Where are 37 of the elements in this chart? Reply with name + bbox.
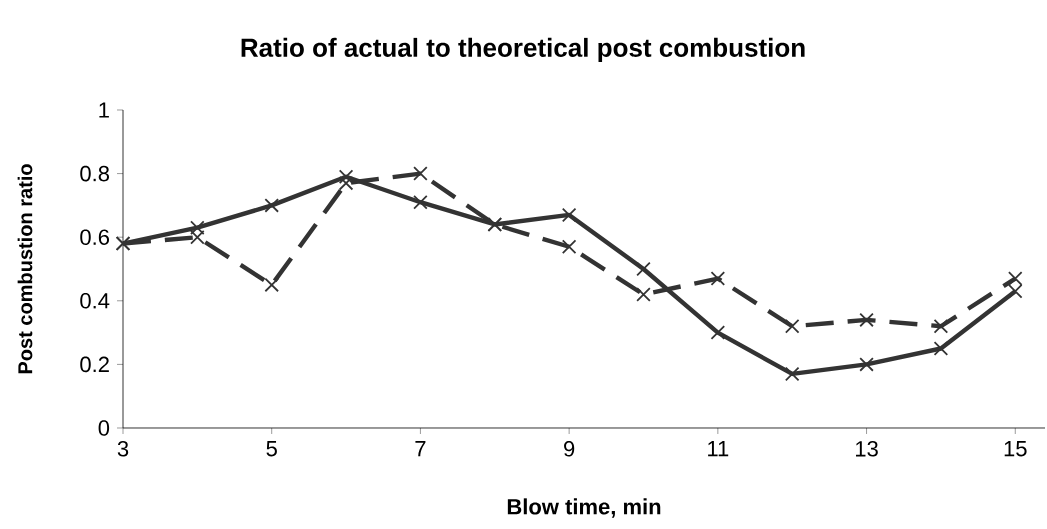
x-axis-title: Blow time, min [507,498,661,518]
point [710,325,726,340]
point [338,175,354,191]
x-tick-label: 7 [415,441,426,457]
x-tick-label: 11 [708,441,729,457]
point [784,318,800,334]
y-axis-title: Post combustion ratio [17,164,33,374]
chart-title: Ratio of actual to theoretical post combustion [241,37,805,63]
point [561,239,577,254]
y-tick-label: 0.2 [80,356,109,373]
point [859,312,874,328]
point [561,207,577,223]
point [190,220,205,235]
y-tick-label: 1 [99,102,109,118]
point [1008,271,1023,286]
point [710,271,726,286]
y-tick-label: 0.8 [80,165,110,182]
point [933,318,949,334]
point [264,277,279,293]
x-tick-label: 15 [1004,441,1027,457]
y-tick-label: 0 [98,420,110,436]
x-tick-label: 5 [266,441,277,457]
y-tick-label: 0.6 [80,229,110,245]
point [413,194,428,210]
point [264,198,279,213]
y-tick-label: 0.4 [80,292,110,309]
point [413,166,428,181]
point [338,169,354,185]
point [636,287,651,302]
point [1008,283,1023,299]
point [933,341,949,356]
point [859,357,874,372]
x-tick-label: 13 [856,441,878,457]
point [784,366,800,382]
x-tick-label: 9 [564,441,575,457]
x-tick-label: 3 [117,441,129,457]
point [190,229,205,245]
